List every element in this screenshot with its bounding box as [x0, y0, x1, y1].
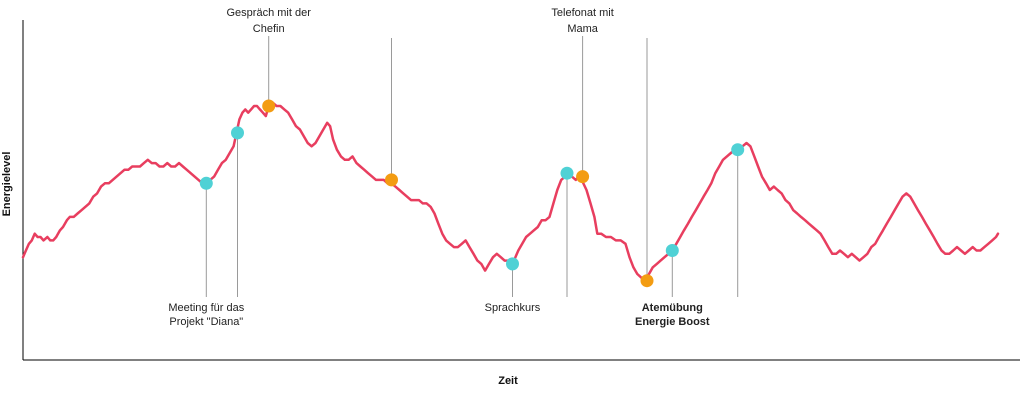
- axes: Zeit Energielevel: [1, 20, 1020, 387]
- annotation-label-0-line-1: Projekt "Diana": [169, 316, 243, 328]
- annotation-label-0: Meeting für das Projekt "Diana": [168, 302, 244, 328]
- annotation-label-6-line-1: Mama: [567, 23, 598, 35]
- annotation-marker-3: [385, 173, 398, 187]
- annotation-label-6-line-0: Telefonat mit: [551, 7, 613, 19]
- series-group: [21, 101, 1000, 282]
- y-axis-label: Energielevel: [1, 152, 13, 217]
- annotation-label-8: Atemübung Energie Boost: [635, 302, 710, 328]
- annotation-marker-7: [640, 274, 654, 288]
- annotation-marker-2: [262, 99, 276, 113]
- annotation-label-8-line-0: Atemübung: [642, 302, 703, 314]
- annotation-leaders: [205, 36, 739, 297]
- annotation-marker-6: [576, 170, 590, 184]
- annotation-marker-0: [199, 176, 213, 190]
- annotation-label-2-line-1: Chefin: [253, 23, 285, 35]
- annotation-labels: Meeting für das Projekt "Diana" Gespräch m…: [168, 7, 710, 328]
- annotation-label-8-line-1: Energie Boost: [635, 316, 710, 328]
- annotation-label-6: Telefonat mit Mama: [551, 7, 613, 35]
- series-line-0: [21, 101, 1000, 282]
- x-axis-label: Zeit: [498, 375, 518, 387]
- annotation-markers: [199, 99, 745, 288]
- annotation-label-2: Gespräch mit der Chefin: [227, 7, 312, 35]
- annotation-label-2-line-0: Gespräch mit der: [227, 7, 312, 19]
- annotation-marker-5: [560, 166, 574, 180]
- annotation-marker-4: [506, 257, 519, 271]
- annotation-marker-1: [231, 126, 244, 140]
- annotation-label-4-line-0: Sprachkurs: [485, 302, 541, 314]
- annotation-marker-8: [665, 244, 679, 257]
- annotation-marker-9: [731, 143, 745, 157]
- annotation-label-0-line-0: Meeting für das: [168, 302, 244, 314]
- annotation-label-4: Sprachkurs: [485, 302, 541, 314]
